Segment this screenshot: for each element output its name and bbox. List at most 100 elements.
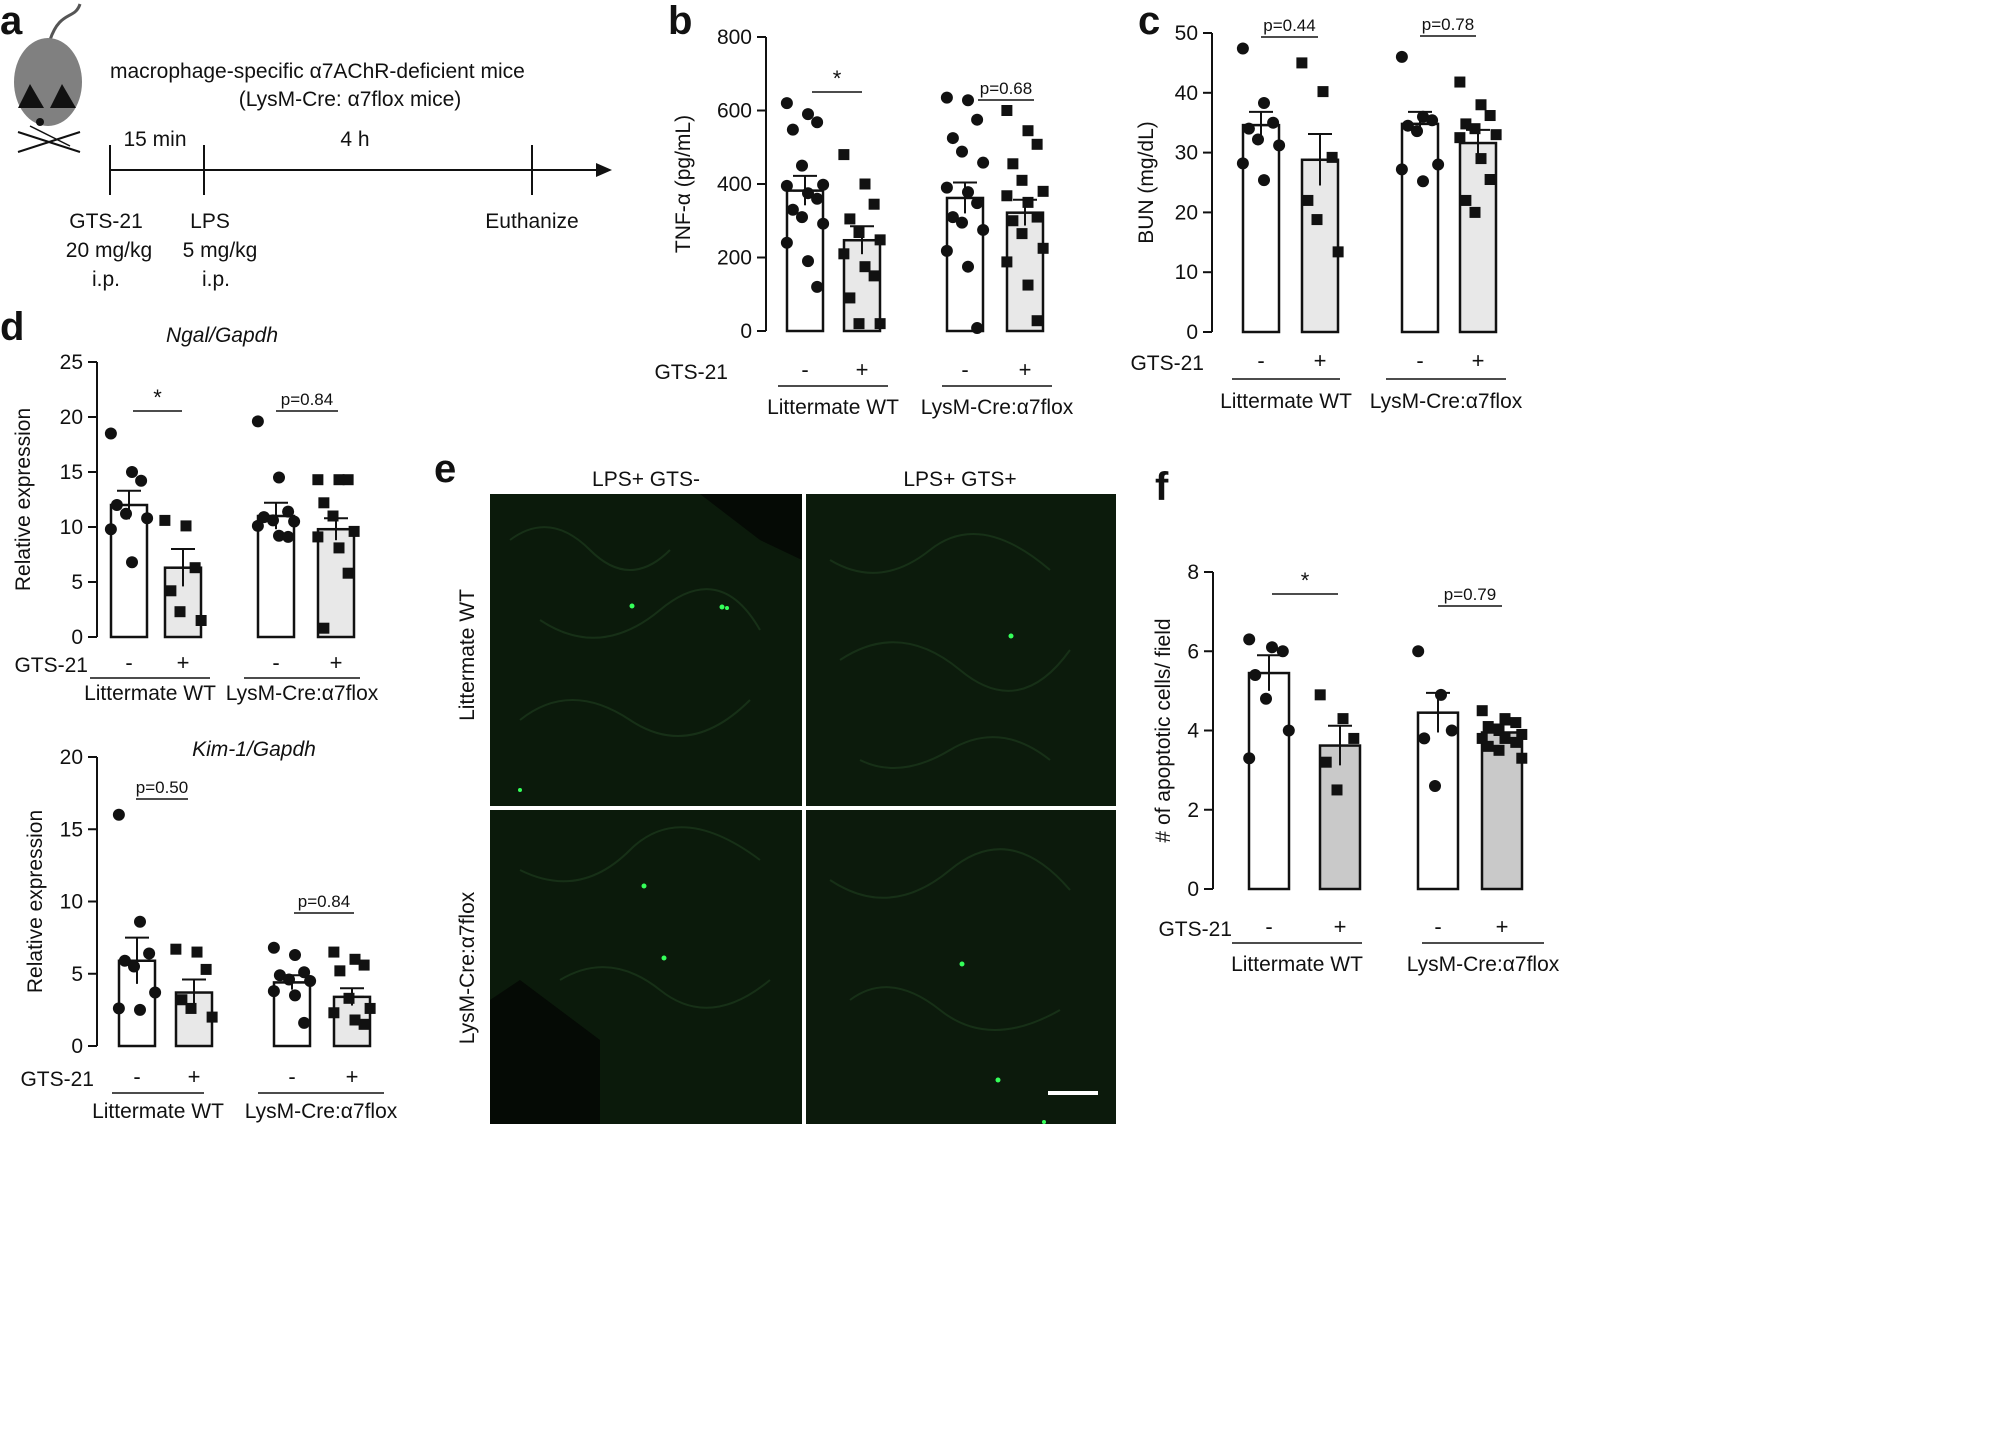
data-point-square: [1454, 132, 1466, 144]
data-point-circle: [780, 97, 793, 110]
data-point-square: [1482, 721, 1494, 733]
data-point-circle: [802, 187, 814, 200]
step-lps-label: LPS: [190, 210, 230, 233]
chart-title: Ngal/Gapdh: [166, 324, 278, 347]
step-lps-dose: 5 mg/kg: [183, 239, 258, 262]
data-point-square: [159, 514, 171, 526]
data-point-square: [1469, 123, 1481, 135]
data-point-square: [165, 585, 177, 597]
data-point-circle: [1267, 116, 1280, 129]
category-label: -: [801, 357, 808, 382]
data-point-circle: [796, 159, 808, 172]
bar: [1318, 744, 1362, 891]
bar: [1300, 158, 1340, 334]
chart-title: Kim-1/Gapdh: [192, 738, 316, 761]
data-point-circle: [962, 260, 974, 273]
step-gts-route: i.p.: [92, 268, 120, 291]
data-point-square: [1337, 713, 1349, 725]
data-point-square: [342, 474, 354, 486]
category-label: -: [1265, 914, 1272, 939]
step-lps-route: i.p.: [202, 268, 230, 291]
data-point-square: [1493, 725, 1505, 736]
data-point-square: [195, 615, 207, 626]
data-point-square: [1311, 214, 1323, 226]
y-tick-label: 10: [1175, 261, 1198, 284]
figure: a b c d e f macrophage-specific α7AChR-d…: [0, 0, 1560, 1124]
micrograph-dark-region: [700, 494, 802, 560]
data-point-circle: [786, 203, 799, 216]
chart-tnf-alpha: 0 200 400 600 800 TNF-α (pg/mL) - + - + GTS-21 Litt…: [654, 26, 1073, 419]
bar: [1480, 731, 1524, 891]
data-point-circle: [289, 948, 301, 961]
data-point-square: [1022, 125, 1034, 137]
fluorescent-signal: [1008, 633, 1014, 639]
group-label: Littermate WT: [92, 1100, 224, 1123]
data-point-circle: [1260, 692, 1272, 705]
data-point-circle: [120, 507, 132, 520]
data-point-square: [185, 1002, 197, 1014]
data-point-circle: [1395, 50, 1408, 63]
panel-letter-a: a: [0, 0, 23, 43]
fluorescent-signal: [959, 961, 965, 967]
data-point-circle: [780, 236, 793, 249]
data-point-square: [200, 963, 212, 975]
data-point-circle: [811, 192, 824, 205]
data-point-circle: [811, 116, 824, 129]
data-point-circle: [298, 966, 311, 979]
data-point-circle: [1242, 122, 1255, 135]
data-point-square: [358, 959, 370, 971]
y-tick-label: 400: [717, 173, 752, 196]
data-point-circle: [946, 211, 959, 224]
significance-label: p=0.79: [1444, 585, 1496, 604]
y-tick-label: 20: [1175, 201, 1198, 224]
group-label: LysM-Cre:α7flox: [1407, 953, 1560, 976]
timeline-arrowhead: [596, 163, 612, 177]
data-point-circle: [1435, 688, 1447, 701]
data-point-circle: [304, 974, 317, 987]
category-label: +: [1496, 914, 1509, 939]
data-point-square: [1314, 689, 1326, 701]
data-point-square: [838, 149, 850, 161]
data-point-circle: [104, 427, 117, 440]
data-point-circle: [267, 941, 280, 954]
data-point-circle: [126, 466, 138, 478]
data-point-square: [1460, 194, 1472, 206]
bar: [1247, 671, 1291, 891]
fluorescent-signal: [995, 1077, 1001, 1083]
data-point-square: [349, 1014, 361, 1026]
treatment-label: GTS-21: [14, 654, 88, 677]
category-label: +: [177, 650, 190, 675]
significance-label: p=0.78: [1422, 15, 1474, 34]
data-point-square: [1482, 740, 1494, 752]
micro-col-label-gts-plus: LPS+ GTS+: [903, 468, 1016, 491]
data-point-circle: [1276, 645, 1289, 658]
data-point-circle: [1252, 133, 1264, 146]
chart-ngal-expression: Ngal/Gapdh 0 5 10 15 20 25 Relative expression -…: [12, 324, 379, 705]
data-point-square: [1016, 228, 1028, 240]
data-point-square: [1037, 242, 1049, 254]
data-point-circle: [786, 123, 799, 136]
schematic-title-line2: (LysM-Cre: α7flox mice): [239, 88, 462, 111]
micrograph-dark-region: [490, 980, 600, 1124]
interval-label-4h: 4 h: [340, 128, 369, 151]
data-point-circle: [1412, 645, 1425, 658]
data-point-circle: [817, 178, 830, 191]
data-point-circle: [257, 511, 270, 524]
data-point-square: [1037, 185, 1049, 197]
data-point-circle: [802, 108, 814, 121]
group-label: Littermate WT: [767, 396, 899, 419]
data-point-square: [1007, 158, 1019, 170]
data-point-square: [1454, 76, 1466, 88]
data-point-circle: [104, 523, 117, 536]
panel-a: macrophage-specific α7AChR-deficient mic…: [14, 3, 612, 291]
data-point-square: [328, 946, 340, 958]
data-point-circle: [1401, 119, 1414, 132]
data-point-circle: [273, 969, 286, 982]
data-point-square: [1460, 118, 1472, 130]
fluorescent-signal: [629, 603, 635, 609]
y-axis-label: Relative expression: [24, 810, 47, 993]
data-point-circle: [1258, 96, 1270, 109]
micrograph-wt-gts-minus: [490, 494, 802, 806]
data-point-square: [328, 1007, 340, 1019]
data-point-square: [1475, 153, 1487, 165]
